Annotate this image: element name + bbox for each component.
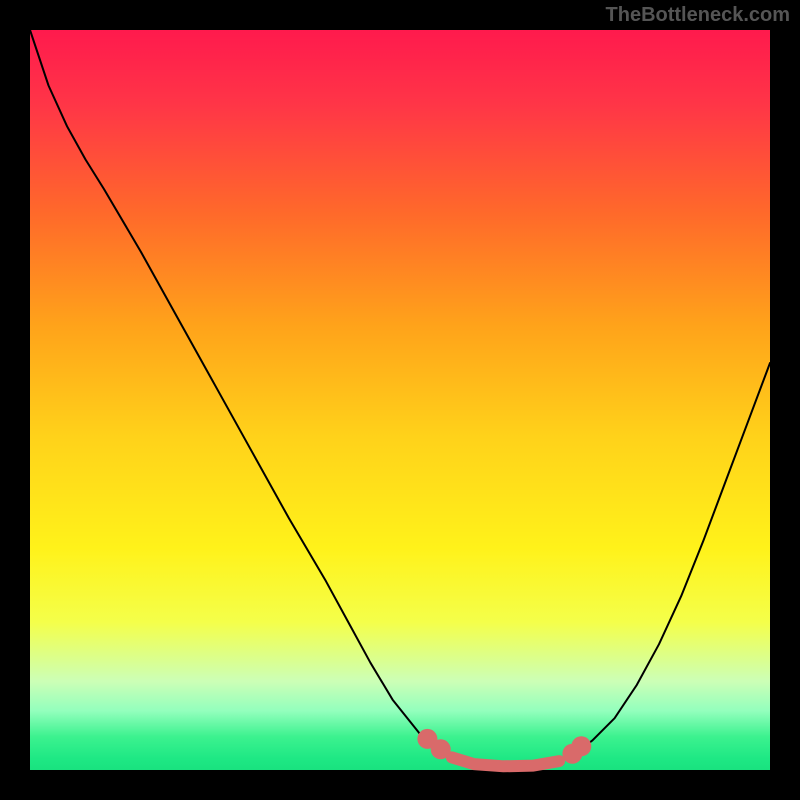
highlight-dot <box>431 739 451 759</box>
watermark-text: TheBottleneck.com <box>606 4 790 27</box>
highlight-segment <box>452 757 559 766</box>
highlight-dot <box>571 736 591 756</box>
plot-area <box>30 30 770 770</box>
bottleneck-curve <box>30 30 770 767</box>
bottleneck-curve-svg <box>30 30 770 770</box>
chart-outer-frame: TheBottleneck.com <box>0 0 800 800</box>
highlight-dots <box>417 729 591 764</box>
